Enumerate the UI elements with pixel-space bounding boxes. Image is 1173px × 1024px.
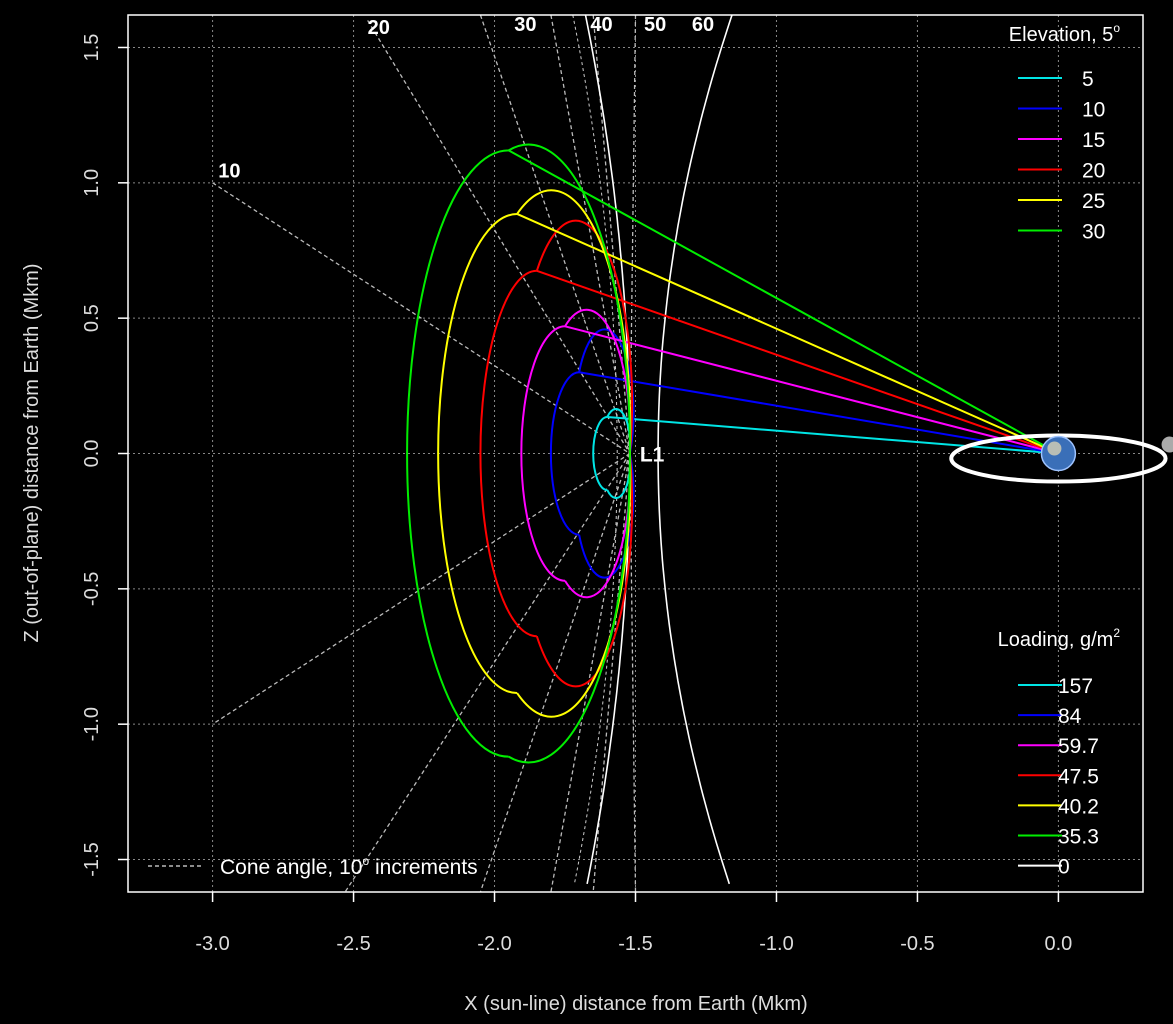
earth-moon-system xyxy=(949,433,1173,484)
cone-line-lower-20 xyxy=(344,453,631,893)
cone-line-upper-20 xyxy=(367,20,631,454)
y-tick-label: -1.5 xyxy=(81,842,103,876)
cone-label-60: 60 xyxy=(692,14,714,36)
loading-legend-label-47.5: 47.5 xyxy=(1058,765,1099,788)
cone-label-40: 40 xyxy=(590,14,612,36)
elevation-legend-label-25: 25 xyxy=(1082,190,1105,213)
y-axis-title: Z (out-of-plane) distance from Earth (Mk… xyxy=(21,264,43,643)
y-tick-label: 1.5 xyxy=(81,34,103,62)
loading-legend-label-59.7: 59.7 xyxy=(1058,735,1099,758)
x-tick-label: -1.0 xyxy=(759,933,793,955)
series-line-20 xyxy=(536,269,1059,455)
x-tick-label: -2.5 xyxy=(336,933,370,955)
series-ellipse-30 xyxy=(406,143,631,764)
cone-label-30: 30 xyxy=(514,14,536,36)
loading-legend-label-157: 157 xyxy=(1058,675,1093,698)
x-tick-label: -2.0 xyxy=(477,933,511,955)
elevation-legend-label-20: 20 xyxy=(1082,160,1105,183)
cone-line-upper-40 xyxy=(550,14,631,454)
series-line-10 xyxy=(578,371,1059,455)
loading-legend: Loading, g/m2 157 84 59.7 47.5 40.2 35.3 0 xyxy=(998,626,1121,879)
elevation-legend-label-15: 15 xyxy=(1082,129,1105,152)
plot-labels: 10 20 30 40 50 60 L1 xyxy=(218,14,714,466)
cone-angle-note: Cone angle, 10o increments xyxy=(148,854,478,879)
y-tick-label: -0.5 xyxy=(81,572,103,606)
boundary-inner-shade xyxy=(572,14,618,884)
elevation-legend-label-30: 30 xyxy=(1082,221,1105,244)
x-tick-label: -3.0 xyxy=(195,933,229,955)
moon-orbit-ellipse xyxy=(949,433,1168,484)
x-tick-label: -0.5 xyxy=(900,933,934,955)
series-line-15 xyxy=(564,325,1059,455)
y-tick-label: 0.5 xyxy=(81,304,103,332)
x-tick-label: -1.5 xyxy=(618,933,652,955)
y-tick-label: -1.0 xyxy=(81,707,103,741)
loading-legend-label-0: 0 xyxy=(1058,856,1070,879)
moon-icon xyxy=(1161,436,1173,453)
x-tick-label: 0.0 xyxy=(1045,933,1073,955)
loading-legend-label-40.2: 40.2 xyxy=(1058,795,1099,818)
cone-label-50: 50 xyxy=(644,14,666,36)
axes: -3.0 -2.5 -2.0 -1.5 -1.0 -0.5 0.0 -1.5 -1.0 -0.5 0… xyxy=(81,34,1072,955)
y-tick-label: 1.0 xyxy=(81,169,103,197)
elevation-legend-label-5: 5 xyxy=(1082,68,1094,91)
elevation-series xyxy=(406,143,1059,764)
loading-legend-label-35.3: 35.3 xyxy=(1058,826,1099,849)
loading-legend-label-84: 84 xyxy=(1058,705,1082,728)
cone-label-10: 10 xyxy=(218,160,240,182)
elevation-legend: Elevation, 5o 5 10 15 20 25 30 xyxy=(1009,21,1121,244)
y-tick-label: 0.0 xyxy=(81,440,103,468)
x-axis-title: X (sun-line) distance from Earth (Mkm) xyxy=(464,993,807,1015)
cone-label-20: 20 xyxy=(368,17,390,39)
elevation-legend-title: Elevation, 5o xyxy=(1009,21,1121,46)
loading-legend-title: Loading, g/m2 xyxy=(998,626,1121,651)
cone-line-lower-10 xyxy=(212,452,631,725)
l1-label: L1 xyxy=(640,444,665,467)
series-line-5 xyxy=(607,415,1059,455)
cone-note-text: Cone angle, 10o increments xyxy=(220,854,478,879)
boundary-outer-edge xyxy=(657,14,733,885)
earth-landmass-icon xyxy=(1047,441,1062,456)
elevation-legend-label-10: 10 xyxy=(1082,99,1105,122)
cone-line-upper-10 xyxy=(212,182,631,455)
series-line-30 xyxy=(508,149,1059,455)
cone-line-lower-40 xyxy=(550,453,631,893)
